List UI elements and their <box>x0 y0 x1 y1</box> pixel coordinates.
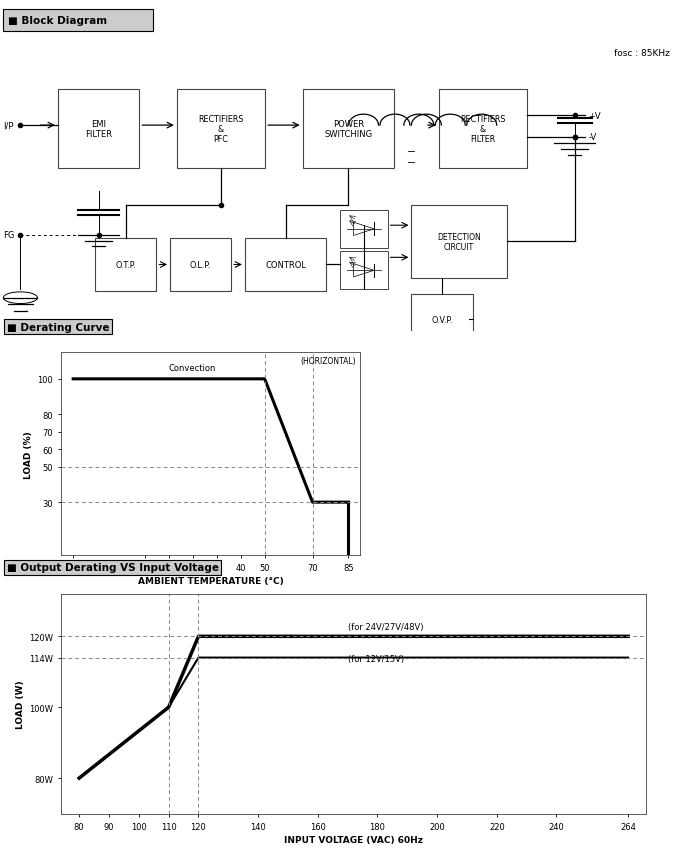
Text: RECTIFIERS
&
FILTER: RECTIFIERS & FILTER <box>460 115 505 144</box>
Bar <box>411 206 507 278</box>
Text: RECTIFIERS
&
PFC: RECTIFIERS & PFC <box>199 115 243 144</box>
Text: -V: -V <box>588 133 596 142</box>
Text: fosc : 85KHz: fosc : 85KHz <box>614 48 670 58</box>
Text: Convection: Convection <box>169 363 216 373</box>
Bar <box>340 252 388 290</box>
Bar <box>3 10 153 32</box>
Bar <box>303 90 394 169</box>
Text: O.V.P.: O.V.P. <box>431 315 453 325</box>
Y-axis label: LOAD (W): LOAD (W) <box>16 679 24 728</box>
Text: +V: +V <box>588 112 601 121</box>
Bar <box>245 238 326 292</box>
Bar <box>58 90 139 169</box>
Text: POWER
SWITCHING: POWER SWITCHING <box>324 120 373 139</box>
Text: (for 24V/27V/48V): (for 24V/27V/48V) <box>347 623 423 631</box>
Text: ■ Derating Curve: ■ Derating Curve <box>7 322 109 332</box>
Bar <box>170 238 231 292</box>
Bar <box>177 90 265 169</box>
Text: O.L.P.: O.L.P. <box>190 261 211 269</box>
Text: CONTROL: CONTROL <box>265 261 306 269</box>
X-axis label: INPUT VOLTAGE (VAC) 60Hz: INPUT VOLTAGE (VAC) 60Hz <box>284 835 423 844</box>
Text: (HORIZONTAL): (HORIZONTAL) <box>300 356 356 366</box>
Y-axis label: LOAD (%): LOAD (%) <box>24 430 33 478</box>
Text: EMI
FILTER: EMI FILTER <box>85 120 112 139</box>
X-axis label: AMBIENT TEMPERATURE (°C): AMBIENT TEMPERATURE (°C) <box>138 577 284 585</box>
Text: I/P: I/P <box>3 121 14 131</box>
Bar <box>95 238 156 292</box>
Text: (for 12V/15V): (for 12V/15V) <box>347 654 404 663</box>
Text: FG: FG <box>3 231 15 240</box>
Text: ■ Output Derating VS Input Voltage: ■ Output Derating VS Input Voltage <box>7 562 219 573</box>
Bar <box>439 90 527 169</box>
Bar <box>340 210 388 249</box>
Bar <box>411 295 473 344</box>
Text: O.T.P.: O.T.P. <box>116 261 136 269</box>
Text: ■ Block Diagram: ■ Block Diagram <box>8 15 107 26</box>
Text: DETECTION
CIRCUIT: DETECTION CIRCUIT <box>437 232 481 251</box>
